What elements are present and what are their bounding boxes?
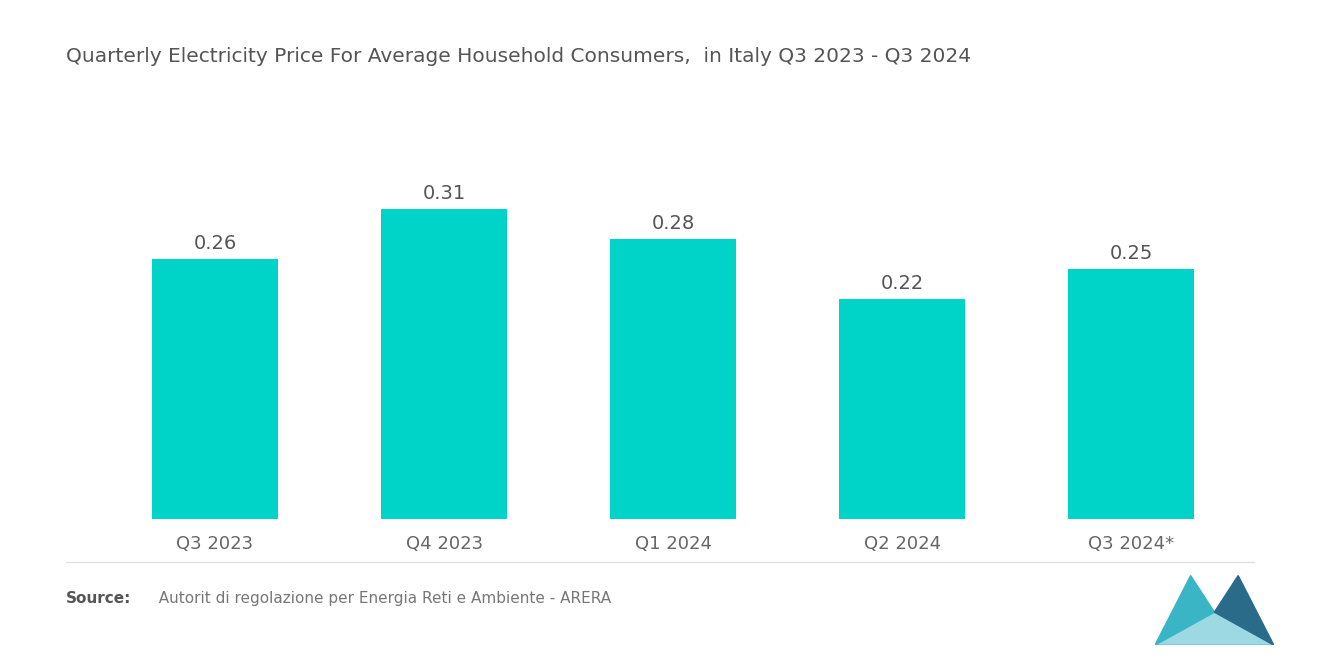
Polygon shape <box>1155 612 1274 645</box>
Text: 0.26: 0.26 <box>193 234 236 253</box>
Text: 0.25: 0.25 <box>1110 244 1154 263</box>
Text: Autorit di regolazione per Energia Reti e Ambiente - ARERA: Autorit di regolazione per Energia Reti … <box>149 591 611 606</box>
Bar <box>1068 269 1195 519</box>
Text: 0.28: 0.28 <box>652 214 694 233</box>
Text: 0.22: 0.22 <box>880 274 924 293</box>
Text: 0.31: 0.31 <box>422 184 466 203</box>
Bar <box>152 259 279 519</box>
Text: Quarterly Electricity Price For Average Household Consumers,  in Italy Q3 2023 -: Quarterly Electricity Price For Average … <box>66 47 972 66</box>
Polygon shape <box>1155 575 1214 645</box>
Text: Source:: Source: <box>66 591 132 606</box>
Bar <box>381 209 507 519</box>
Polygon shape <box>1214 575 1274 645</box>
Bar <box>610 239 737 519</box>
Bar <box>840 299 965 519</box>
